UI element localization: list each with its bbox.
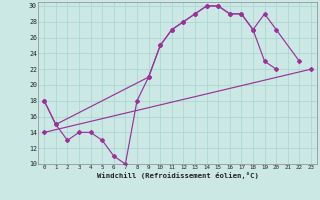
X-axis label: Windchill (Refroidissement éolien,°C): Windchill (Refroidissement éolien,°C) xyxy=(97,172,259,179)
